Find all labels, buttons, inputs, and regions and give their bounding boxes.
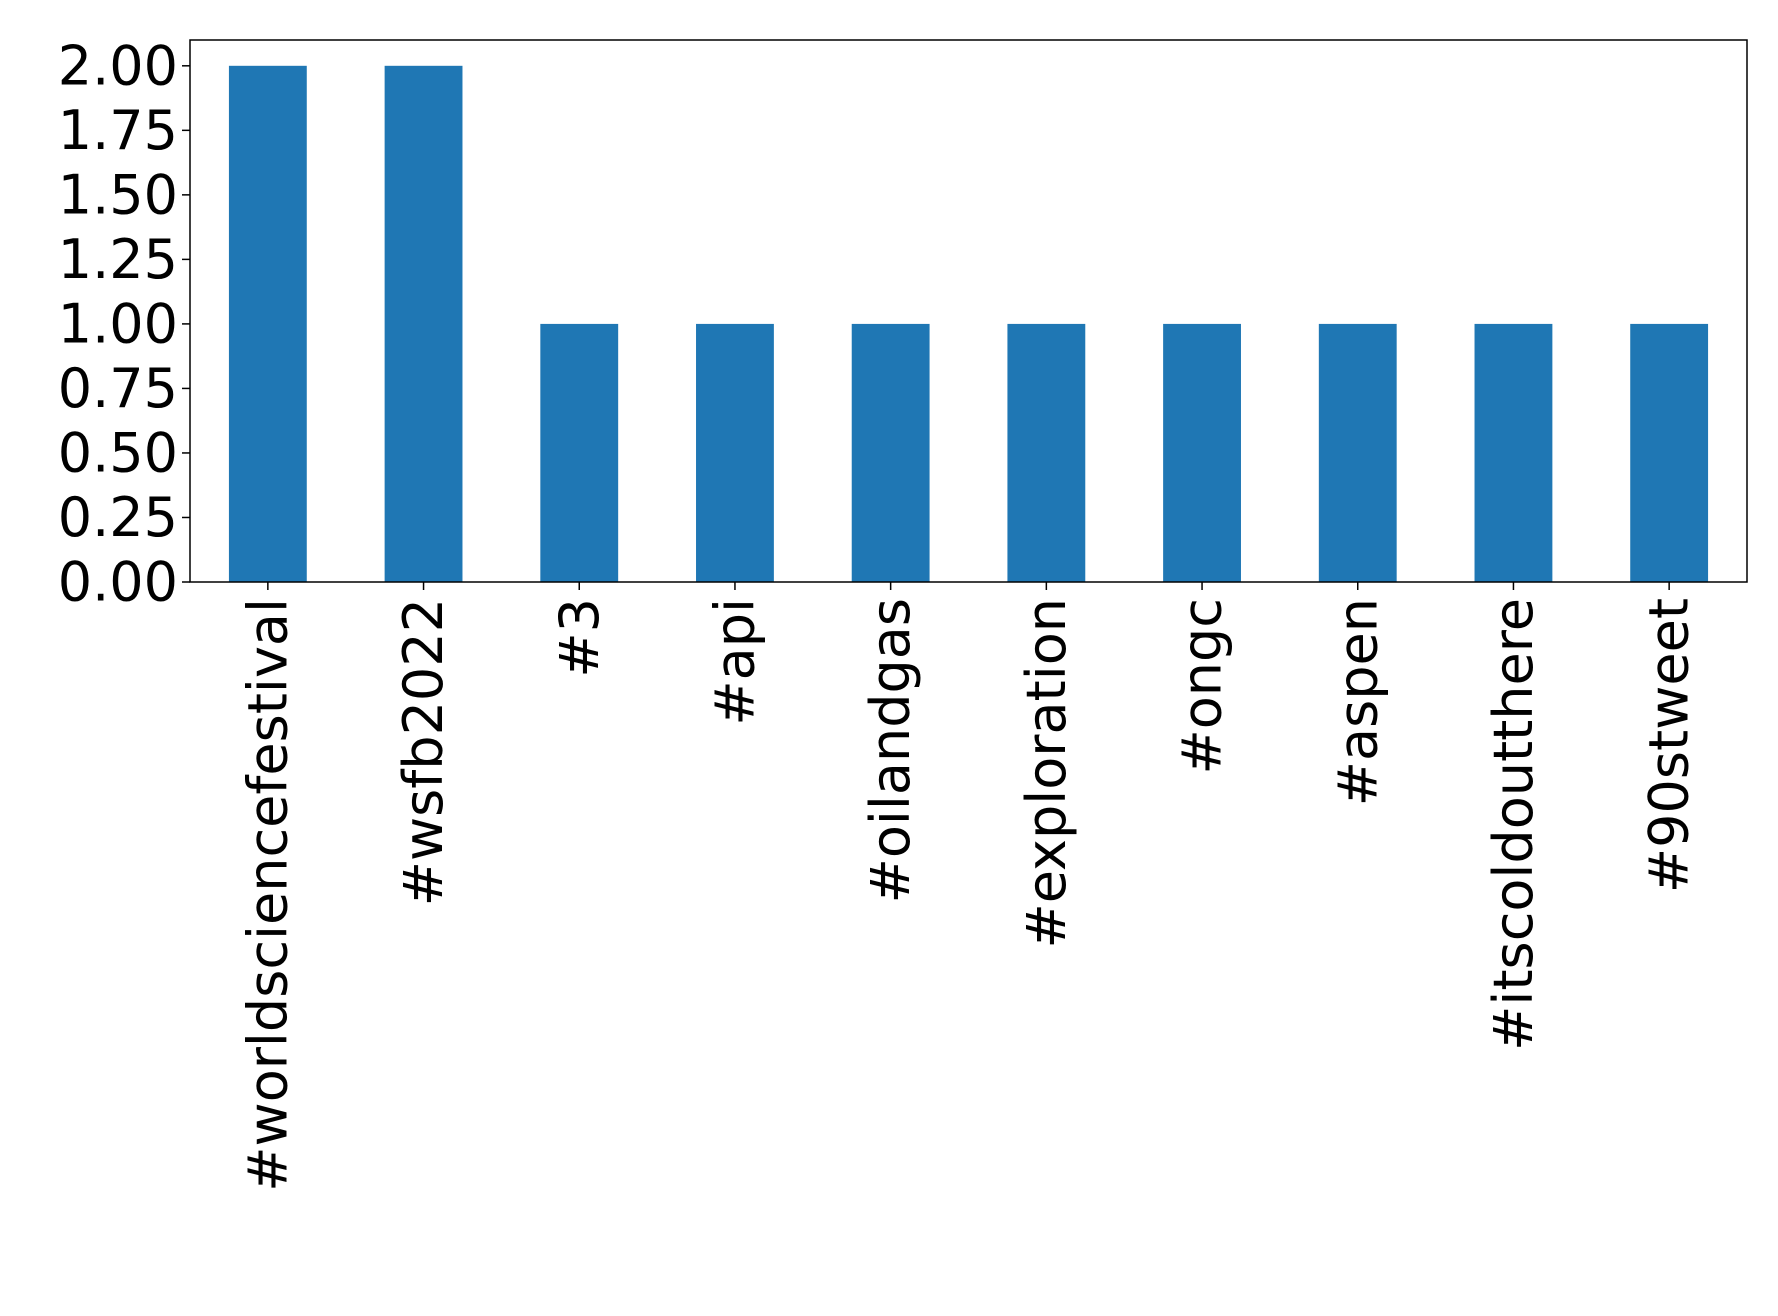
bar-2 (540, 323, 619, 582)
bars-group (228, 65, 1709, 583)
y-tick-label: 0.25 (58, 486, 178, 549)
bar-8 (1474, 323, 1553, 582)
x-tick-label: #wsfb2022 (392, 598, 455, 906)
x-tick-label: #exploration (1015, 598, 1078, 949)
y-tick-label: 2.00 (58, 34, 178, 97)
y-tick-label: 1.25 (58, 228, 178, 291)
bar-4 (851, 323, 930, 582)
y-tick-label: 1.50 (58, 163, 178, 226)
y-axis: 0.000.250.500.751.001.251.501.752.00 (58, 34, 190, 614)
bar-7 (1318, 323, 1397, 582)
x-axis: #worldsciencefestival #wsfb2022 #3 #api #oil… (236, 582, 1701, 1192)
bar-3 (696, 323, 774, 582)
bar-5 (1007, 323, 1086, 582)
x-tick-label: #90stweet (1638, 598, 1701, 893)
x-tick-label: #itscoldoutthere (1482, 598, 1545, 1051)
bar-0 (228, 65, 307, 583)
bar-6 (1163, 323, 1241, 582)
y-tick-label: 0.50 (58, 421, 178, 484)
x-tick-label: #api (703, 598, 766, 726)
y-tick-label: 0.75 (58, 357, 178, 420)
y-tick-label: 0.00 (58, 551, 178, 614)
x-tick-label: #oilandgas (859, 598, 922, 903)
x-tick-label: #aspen (1326, 598, 1389, 806)
bar-9 (1630, 323, 1709, 582)
y-tick-label: 1.00 (58, 292, 178, 355)
x-tick-label: #3 (548, 598, 611, 678)
x-tick-label: #worldsciencefestival (236, 598, 299, 1192)
bar-1 (384, 65, 463, 583)
x-tick-label: #ongc (1171, 598, 1234, 774)
plot-frame (189, 39, 1748, 583)
y-tick-label: 1.75 (58, 99, 178, 162)
